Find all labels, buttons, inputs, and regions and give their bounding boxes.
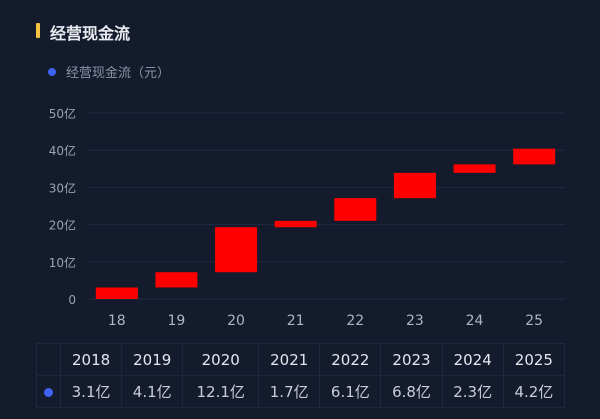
table-cell-2024: 2.3亿 — [441, 375, 504, 408]
legend-label: 经营现金流（元） — [66, 66, 171, 81]
bars — [95, 148, 556, 299]
chart-title: 经营现金流 — [50, 24, 131, 43]
bar-22[interactable] — [334, 198, 377, 221]
x-tick-label: 21 — [287, 313, 305, 329]
table-cell-2025: 4.2亿 — [502, 375, 566, 408]
table-cell-2018: 3.1亿 — [59, 375, 123, 408]
y-tick-label: 10亿 — [49, 255, 76, 270]
bar-21[interactable] — [274, 220, 317, 228]
table-cell-2019: 4.1亿 — [121, 375, 184, 408]
y-axis-labels: 0 10亿 20亿 30亿 40亿 50亿 — [49, 106, 76, 307]
y-tick-label: 50亿 — [49, 106, 76, 121]
bar-20[interactable] — [215, 227, 258, 273]
legend-dot-icon — [48, 67, 56, 76]
table-header-2019: 2019 — [121, 343, 184, 376]
x-tick-label: 24 — [466, 313, 484, 329]
y-tick-label: 40亿 — [49, 143, 76, 158]
y-tick-label: 20亿 — [49, 218, 76, 233]
table-cell-2022: 6.1亿 — [319, 375, 382, 408]
table-header-2020: 2020 — [182, 343, 260, 376]
x-tick-label: 25 — [525, 313, 543, 329]
data-table: 2018 2019 2020 2021 2022 2023 2024 2025 3.1亿 4.1… — [36, 343, 566, 408]
table-header-2023: 2023 — [380, 343, 443, 376]
series-dot-cell — [36, 375, 61, 408]
grid-lines — [88, 112, 565, 300]
waterfall-chart: 0 10亿 20亿 30亿 40亿 50亿 18 19 20 21 22 23 24 25 — [49, 106, 565, 329]
table-header-2021: 2021 — [258, 343, 321, 376]
table-cell-2020: 12.1亿 — [182, 375, 260, 408]
table-corner-cell — [36, 343, 61, 376]
bar-18[interactable] — [95, 287, 138, 299]
y-tick-label: 0 — [68, 293, 76, 307]
x-tick-label: 20 — [227, 313, 245, 329]
legend-item[interactable]: 经营现金流（元） — [48, 62, 170, 81]
x-axis-labels: 18 19 20 21 22 23 24 25 — [108, 313, 543, 329]
x-tick-label: 19 — [168, 313, 186, 329]
bar-23[interactable] — [393, 172, 436, 199]
x-tick-label: 18 — [108, 313, 126, 329]
table-cell-2021: 1.7亿 — [258, 375, 321, 408]
bar-19[interactable] — [155, 272, 198, 288]
table-header-2018: 2018 — [59, 343, 123, 376]
title-accent-bar — [36, 23, 40, 38]
table-row: 3.1亿 4.1亿 12.1亿 1.7亿 6.1亿 6.8亿 2.3亿 4.2亿 — [36, 375, 566, 408]
table-header-2022: 2022 — [319, 343, 382, 376]
x-tick-label: 23 — [406, 313, 424, 329]
bar-24[interactable] — [453, 164, 496, 173]
bar-25[interactable] — [513, 148, 556, 165]
x-tick-label: 22 — [346, 313, 364, 329]
table-header-row: 2018 2019 2020 2021 2022 2023 2024 2025 — [36, 343, 566, 376]
table-header-2025: 2025 — [502, 343, 566, 376]
table-header-2024: 2024 — [441, 343, 504, 376]
table-cell-2023: 6.8亿 — [380, 375, 443, 408]
y-tick-label: 30亿 — [49, 180, 76, 195]
series-dot-icon — [44, 387, 53, 397]
